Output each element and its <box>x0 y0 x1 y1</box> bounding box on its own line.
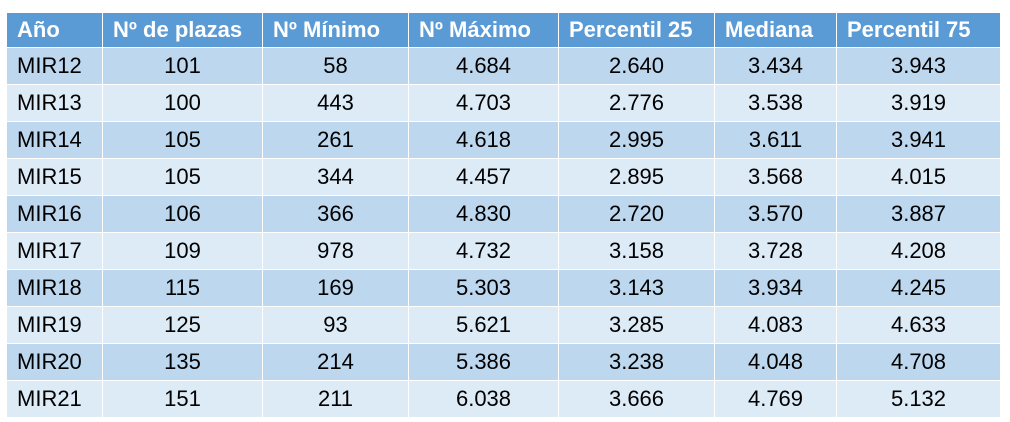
cell-seats: 105 <box>102 121 263 159</box>
cell-year: MIR12 <box>6 47 103 85</box>
table-row: MIR12 101 58 4.684 2.640 3.434 3.943 <box>6 47 1001 85</box>
cell-seats: 151 <box>102 380 263 418</box>
header-maximum: Nº Máximo <box>408 12 559 48</box>
cell-minimum: 366 <box>262 195 409 233</box>
cell-percentile-75: 3.943 <box>836 47 1001 85</box>
cell-minimum: 443 <box>262 84 409 122</box>
cell-minimum: 93 <box>262 306 409 344</box>
cell-minimum: 214 <box>262 343 409 381</box>
cell-maximum: 5.386 <box>408 343 559 381</box>
cell-year: MIR16 <box>6 195 103 233</box>
table-row: MIR20 135 214 5.386 3.238 4.048 4.708 <box>6 343 1001 381</box>
cell-percentile-25: 3.143 <box>558 269 715 307</box>
cell-percentile-75: 3.941 <box>836 121 1001 159</box>
cell-seats: 109 <box>102 232 263 270</box>
header-row: Año Nº de plazas Nº Mínimo Nº Máximo Per… <box>6 12 1001 48</box>
cell-percentile-25: 3.666 <box>558 380 715 418</box>
cell-seats: 100 <box>102 84 263 122</box>
table-row: MIR21 151 211 6.038 3.666 4.769 5.132 <box>6 380 1001 418</box>
cell-minimum: 169 <box>262 269 409 307</box>
cell-minimum: 211 <box>262 380 409 418</box>
cell-percentile-75: 4.633 <box>836 306 1001 344</box>
table-header: Año Nº de plazas Nº Mínimo Nº Máximo Per… <box>6 12 1001 48</box>
cell-median: 3.568 <box>714 158 837 196</box>
cell-percentile-25: 3.158 <box>558 232 715 270</box>
table-row: MIR13 100 443 4.703 2.776 3.538 3.919 <box>6 84 1001 122</box>
header-minimum: Nº Mínimo <box>262 12 409 48</box>
header-seats: Nº de plazas <box>102 12 263 48</box>
cell-percentile-75: 5.132 <box>836 380 1001 418</box>
cell-minimum: 58 <box>262 47 409 85</box>
cell-year: MIR20 <box>6 343 103 381</box>
cell-percentile-25: 2.895 <box>558 158 715 196</box>
cell-seats: 135 <box>102 343 263 381</box>
cell-median: 3.538 <box>714 84 837 122</box>
table-row: MIR14 105 261 4.618 2.995 3.611 3.941 <box>6 121 1001 159</box>
cell-maximum: 4.457 <box>408 158 559 196</box>
table-row: MIR19 125 93 5.621 3.285 4.083 4.633 <box>6 306 1001 344</box>
cell-median: 3.570 <box>714 195 837 233</box>
cell-maximum: 5.621 <box>408 306 559 344</box>
cell-maximum: 4.703 <box>408 84 559 122</box>
table-body: MIR12 101 58 4.684 2.640 3.434 3.943 MIR13 100 44… <box>6 47 1001 418</box>
cell-minimum: 978 <box>262 232 409 270</box>
cell-maximum: 4.684 <box>408 47 559 85</box>
cell-minimum: 261 <box>262 121 409 159</box>
cell-percentile-75: 3.887 <box>836 195 1001 233</box>
header-year: Año <box>6 12 103 48</box>
cell-median: 3.728 <box>714 232 837 270</box>
cell-median: 4.048 <box>714 343 837 381</box>
header-percentile-75: Percentil 75 <box>836 12 1001 48</box>
cell-percentile-75: 4.015 <box>836 158 1001 196</box>
cell-minimum: 344 <box>262 158 409 196</box>
cell-percentile-75: 4.708 <box>836 343 1001 381</box>
header-percentile-25: Percentil 25 <box>558 12 715 48</box>
table-row: MIR18 115 169 5.303 3.143 3.934 4.245 <box>6 269 1001 307</box>
table-row: MIR17 109 978 4.732 3.158 3.728 4.208 <box>6 232 1001 270</box>
cell-seats: 105 <box>102 158 263 196</box>
cell-percentile-75: 3.919 <box>836 84 1001 122</box>
cell-maximum: 6.038 <box>408 380 559 418</box>
cell-median: 4.769 <box>714 380 837 418</box>
cell-seats: 101 <box>102 47 263 85</box>
cell-percentile-75: 4.208 <box>836 232 1001 270</box>
cell-maximum: 4.618 <box>408 121 559 159</box>
table-row: MIR16 106 366 4.830 2.720 3.570 3.887 <box>6 195 1001 233</box>
cell-median: 3.434 <box>714 47 837 85</box>
cell-maximum: 5.303 <box>408 269 559 307</box>
header-median: Mediana <box>714 12 837 48</box>
table-row: MIR15 105 344 4.457 2.895 3.568 4.015 <box>6 158 1001 196</box>
cell-median: 3.934 <box>714 269 837 307</box>
statistics-table: Año Nº de plazas Nº Mínimo Nº Máximo Per… <box>6 12 1001 418</box>
cell-year: MIR19 <box>6 306 103 344</box>
cell-percentile-25: 2.776 <box>558 84 715 122</box>
cell-year: MIR18 <box>6 269 103 307</box>
cell-seats: 115 <box>102 269 263 307</box>
cell-median: 4.083 <box>714 306 837 344</box>
cell-seats: 125 <box>102 306 263 344</box>
cell-seats: 106 <box>102 195 263 233</box>
cell-year: MIR21 <box>6 380 103 418</box>
cell-year: MIR15 <box>6 158 103 196</box>
cell-median: 3.611 <box>714 121 837 159</box>
cell-maximum: 4.830 <box>408 195 559 233</box>
cell-year: MIR14 <box>6 121 103 159</box>
cell-percentile-75: 4.245 <box>836 269 1001 307</box>
cell-year: MIR13 <box>6 84 103 122</box>
cell-percentile-25: 2.640 <box>558 47 715 85</box>
cell-percentile-25: 2.720 <box>558 195 715 233</box>
cell-maximum: 4.732 <box>408 232 559 270</box>
cell-percentile-25: 3.238 <box>558 343 715 381</box>
cell-percentile-25: 3.285 <box>558 306 715 344</box>
cell-percentile-25: 2.995 <box>558 121 715 159</box>
cell-year: MIR17 <box>6 232 103 270</box>
